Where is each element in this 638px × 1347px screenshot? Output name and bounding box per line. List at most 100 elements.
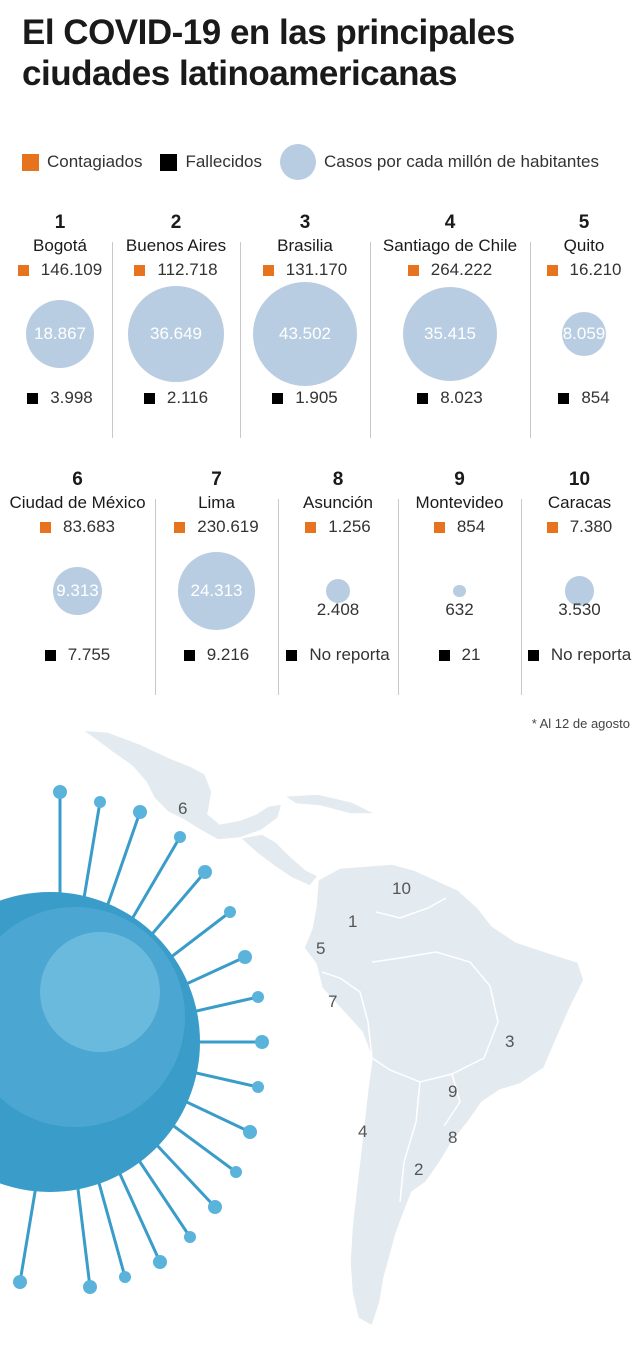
fallecidos-value: 7.755	[67, 645, 111, 664]
circle-icon	[280, 144, 317, 180]
map-label: 9	[448, 1082, 457, 1101]
cuba-shape	[281, 793, 377, 815]
city-name: Ciudad de México	[9, 493, 146, 512]
casos-bubble: 18.867	[25, 299, 95, 369]
fallecidos-stat: 854	[530, 388, 638, 408]
orange-square-icon	[546, 521, 558, 533]
fallecidos-stat: 2.116	[112, 388, 240, 408]
column-divider	[240, 242, 241, 438]
column-divider	[278, 499, 279, 695]
black-square-icon	[527, 649, 539, 661]
latin-america-map	[79, 729, 585, 1328]
casos-bubble	[453, 584, 466, 598]
contagiados-value: 131.170	[285, 260, 348, 279]
page-title: El COVID-19 en las principales ciudades …	[22, 13, 515, 93]
map-label: 8	[448, 1128, 457, 1147]
casos-value: 36.649	[149, 323, 202, 343]
footnote: * Al 12 de agosto	[531, 716, 630, 731]
casos-bubble: 35.415	[403, 287, 497, 381]
city-card: 5 Quito 16.210 8.059 854	[530, 212, 638, 437]
city-name: Buenos Aires	[125, 236, 227, 255]
contagiados-value: 146.109	[40, 260, 103, 279]
orange-square-icon	[22, 153, 39, 171]
contagiados-stat: 7.380	[521, 517, 638, 537]
contagiados-value: 230.619	[197, 517, 259, 536]
column-divider	[155, 499, 156, 695]
casos-value: 24.313	[190, 580, 243, 600]
casos-bubble	[564, 576, 595, 606]
contagiados-stat: 264.222	[370, 260, 530, 280]
central-america-shape	[238, 833, 320, 887]
orange-square-icon	[174, 521, 186, 533]
contagiados-value: 16.210	[569, 260, 622, 279]
black-square-icon	[417, 392, 429, 404]
black-square-icon	[272, 392, 284, 404]
legend-contagiados-label: Contagiados	[47, 152, 143, 171]
city-rank: 6	[72, 469, 83, 490]
city-rank: 3	[299, 212, 311, 233]
column-divider	[398, 499, 399, 695]
column-divider	[370, 242, 371, 438]
mexico-shape	[79, 729, 284, 841]
city-name: Santiago de Chile	[382, 236, 518, 255]
casos-bubble: 24.313	[177, 552, 256, 630]
fallecidos-stat: 21	[398, 645, 521, 665]
contagiados-stat: 146.109	[8, 260, 112, 280]
casos-value: 2.408	[316, 600, 360, 619]
contagiados-value: 83.683	[63, 517, 115, 536]
contagiados-stat: 230.619	[155, 517, 278, 537]
map-label: 7	[328, 992, 337, 1011]
casos-bubble: 36.649	[128, 286, 224, 382]
city-name: Brasilia	[277, 236, 333, 255]
city-rank: 2	[170, 212, 182, 233]
fallecidos-value: 21	[461, 645, 481, 664]
map-label: 6	[178, 799, 187, 818]
city-rank: 1	[54, 212, 66, 233]
legend: Contagiados Fallecidos Casos por cada mi…	[22, 144, 599, 180]
map-label: 2	[414, 1160, 423, 1179]
virus-illustration-icon	[0, 785, 269, 1294]
map-label: 1	[348, 912, 357, 931]
map-label: 5	[316, 939, 325, 958]
orange-square-icon	[262, 264, 274, 276]
legend-casos: Casos por cada millón de habitantes	[280, 144, 599, 180]
contagiados-value: 264.222	[430, 260, 493, 279]
contagiados-value: 1.256	[328, 517, 371, 536]
city-name: Lima	[198, 493, 235, 512]
black-square-icon	[438, 649, 450, 661]
orange-square-icon	[17, 264, 29, 276]
orange-square-icon	[433, 521, 445, 533]
black-square-icon	[558, 392, 570, 404]
fallecidos-stat: No reporta	[278, 645, 398, 665]
contagiados-stat: 854	[398, 517, 521, 537]
contagiados-stat: 131.170	[240, 260, 370, 280]
casos-value: 35.415	[423, 323, 476, 343]
city-card: 2 Buenos Aires 112.718 36.649 2.116	[112, 212, 240, 437]
orange-square-icon	[134, 264, 146, 276]
city-card: 4 Santiago de Chile 264.222 35.415 8.023	[370, 212, 530, 437]
black-square-icon	[143, 392, 155, 404]
contagiados-stat: 112.718	[112, 260, 240, 280]
casos-bubble: 8.059	[561, 311, 607, 357]
city-card: 1 Bogotá 146.109 18.867 3.998	[8, 212, 112, 437]
map-label: 10	[392, 879, 411, 898]
column-divider	[521, 499, 522, 695]
fallecidos-value: 854	[581, 388, 610, 407]
city-card: 3 Brasilia 131.170 43.502 1.905	[240, 212, 370, 437]
fallecidos-stat: 1.905	[240, 388, 370, 408]
fallecidos-stat: 8.023	[370, 388, 530, 408]
city-rank: 10	[568, 469, 591, 490]
city-card: 9 Montevideo 854 632 21	[398, 469, 521, 694]
map-figure: 6 10 1 5 7 3 9 4 8 2	[0, 729, 585, 1328]
black-square-icon	[160, 153, 178, 171]
city-card: 10 Caracas 7.380 3.530 No reporta	[521, 469, 638, 694]
casos-value: 9.313	[56, 580, 99, 600]
column-divider	[530, 242, 531, 438]
city-name: Montevideo	[415, 493, 504, 512]
contagiados-value: 112.718	[157, 260, 218, 279]
casos-value: 43.502	[279, 324, 331, 343]
column-divider	[112, 242, 113, 438]
legend-fallecidos-label: Fallecidos	[185, 152, 263, 171]
city-name: Bogotá	[33, 236, 87, 255]
black-square-icon	[183, 649, 195, 661]
